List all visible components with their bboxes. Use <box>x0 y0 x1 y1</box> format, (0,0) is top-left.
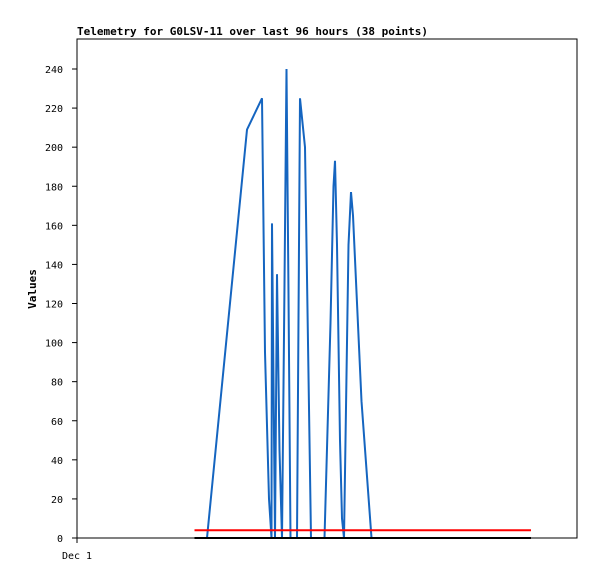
x-tick-label: Dec 1 <box>62 551 92 562</box>
y-tick-label: 240 <box>45 65 63 76</box>
y-tick-label: 220 <box>45 104 63 115</box>
y-tick-label: 20 <box>51 495 63 506</box>
y-tick-label: 200 <box>45 143 63 154</box>
y-tick-label: 0 <box>57 534 63 545</box>
series-line-1 <box>206 68 373 539</box>
y-tick-label: 120 <box>45 300 63 311</box>
y-axis-label: Values <box>26 269 39 309</box>
y-tick-label: 40 <box>51 456 63 467</box>
series-layer <box>194 68 531 539</box>
x-axis: Dec 1 <box>62 538 92 562</box>
y-tick-label: 80 <box>51 378 63 389</box>
y-axis: 0 20 40 60 80 100 120 140 160 180 200 220 240 <box>45 65 77 545</box>
y-tick-label: 160 <box>45 221 63 232</box>
y-tick-label: 140 <box>45 260 63 271</box>
y-tick-label: 60 <box>51 417 63 428</box>
chart-title: Telemetry for G0LSV-11 over last 96 hour… <box>77 25 428 38</box>
y-tick-label: 180 <box>45 182 63 193</box>
y-tick-label: 100 <box>45 339 63 350</box>
